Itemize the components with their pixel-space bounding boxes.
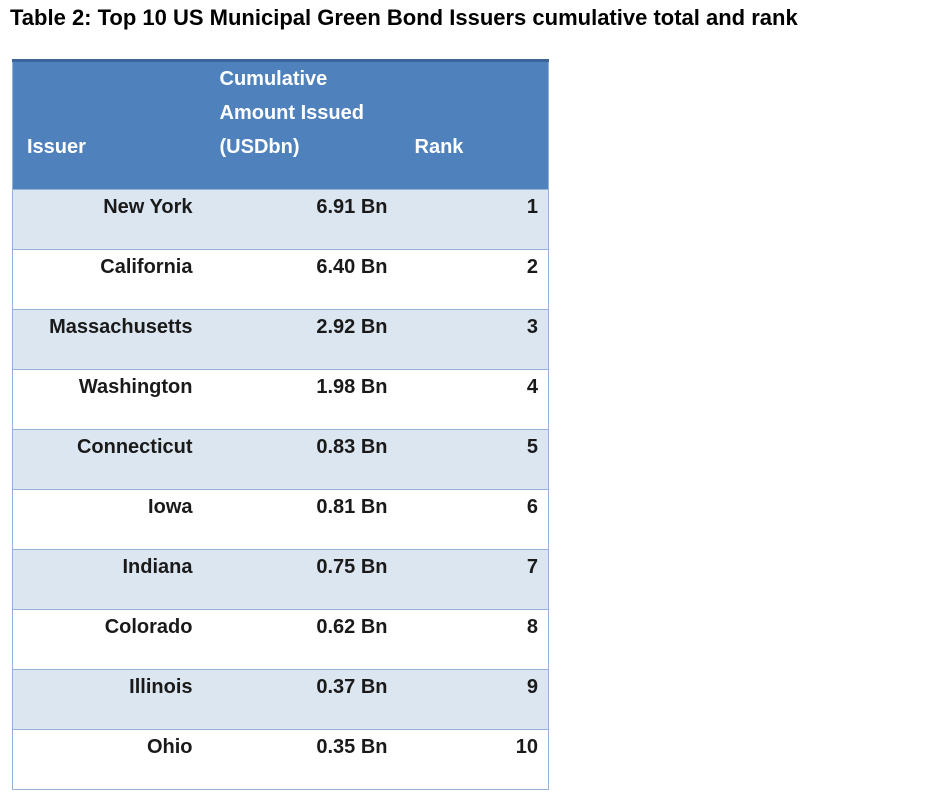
table-row: Iowa 0.81 Bn 6 bbox=[12, 489, 549, 550]
rank-cell: 7 bbox=[400, 549, 549, 610]
amount-cell: 6.91 Bn bbox=[205, 189, 401, 250]
column-header-issuer: Issuer bbox=[12, 60, 206, 190]
amount-cell: 1.98 Bn bbox=[205, 369, 401, 430]
issuer-cell: Massachusetts bbox=[12, 309, 206, 370]
table-header: Issuer Cumulative Amount Issued (USDbn) … bbox=[12, 60, 549, 190]
issuer-cell: New York bbox=[12, 189, 206, 250]
issuer-cell: Ohio bbox=[12, 729, 206, 790]
table-row: Illinois 0.37 Bn 9 bbox=[12, 669, 549, 730]
issuer-cell: California bbox=[12, 249, 206, 310]
rank-cell: 1 bbox=[400, 189, 549, 250]
table-body: New York 6.91 Bn 1 California 6.40 Bn 2 … bbox=[12, 189, 549, 790]
issuer-cell: Washington bbox=[12, 369, 206, 430]
column-header-rank: Rank bbox=[400, 60, 549, 190]
issuer-cell: Connecticut bbox=[12, 429, 206, 490]
issuer-cell: Illinois bbox=[12, 669, 206, 730]
table-row: Colorado 0.62 Bn 8 bbox=[12, 609, 549, 670]
amount-cell: 0.83 Bn bbox=[205, 429, 401, 490]
rank-cell: 6 bbox=[400, 489, 549, 550]
issuer-cell: Indiana bbox=[12, 549, 206, 610]
amount-cell: 0.75 Bn bbox=[205, 549, 401, 610]
column-header-amount: Cumulative Amount Issued (USDbn) bbox=[205, 60, 401, 190]
rank-cell: 8 bbox=[400, 609, 549, 670]
rank-cell: 2 bbox=[400, 249, 549, 310]
green-bond-issuers-table: Issuer Cumulative Amount Issued (USDbn) … bbox=[12, 59, 549, 790]
table-row: California 6.40 Bn 2 bbox=[12, 249, 549, 310]
table-row: Massachusetts 2.92 Bn 3 bbox=[12, 309, 549, 370]
header-row: Issuer Cumulative Amount Issued (USDbn) … bbox=[12, 60, 549, 190]
page-title: Table 2: Top 10 US Municipal Green Bond … bbox=[10, 5, 798, 30]
amount-cell: 0.35 Bn bbox=[205, 729, 401, 790]
amount-cell: 6.40 Bn bbox=[205, 249, 401, 310]
issuer-cell: Colorado bbox=[12, 609, 206, 670]
table-row: Indiana 0.75 Bn 7 bbox=[12, 549, 549, 610]
table-row: New York 6.91 Bn 1 bbox=[12, 189, 549, 250]
table-row: Ohio 0.35 Bn 10 bbox=[12, 729, 549, 790]
table-row: Washington 1.98 Bn 4 bbox=[12, 369, 549, 430]
rank-cell: 10 bbox=[400, 729, 549, 790]
amount-cell: 0.62 Bn bbox=[205, 609, 401, 670]
amount-cell: 0.81 Bn bbox=[205, 489, 401, 550]
table-row: Connecticut 0.83 Bn 5 bbox=[12, 429, 549, 490]
rank-cell: 3 bbox=[400, 309, 549, 370]
amount-cell: 0.37 Bn bbox=[205, 669, 401, 730]
rank-cell: 4 bbox=[400, 369, 549, 430]
rank-cell: 5 bbox=[400, 429, 549, 490]
amount-cell: 2.92 Bn bbox=[205, 309, 401, 370]
issuer-cell: Iowa bbox=[12, 489, 206, 550]
rank-cell: 9 bbox=[400, 669, 549, 730]
